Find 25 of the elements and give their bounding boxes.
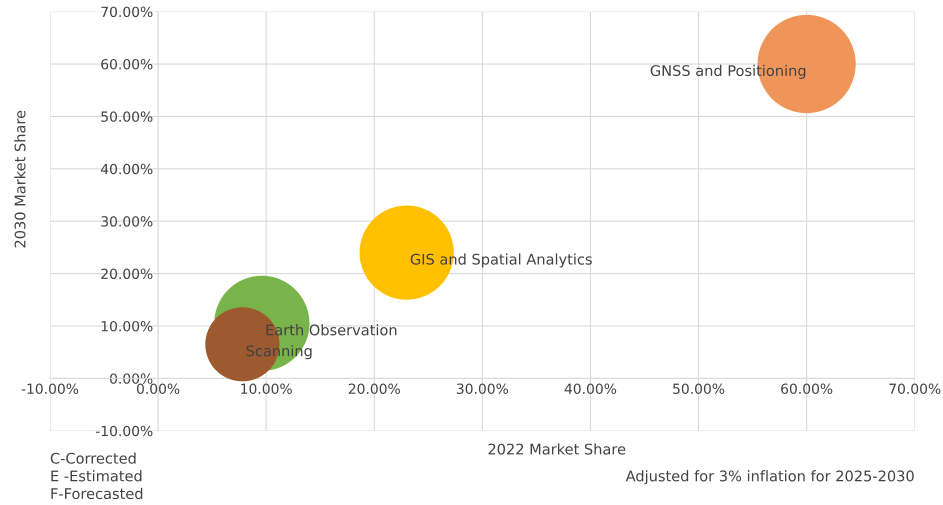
x-tick-label: 20.00% — [348, 383, 400, 394]
text: F-Forecasted — [51, 488, 142, 500]
y-tick-label: 50.00% — [101, 111, 152, 122]
x-tick-label: 30.00% — [456, 383, 508, 394]
x-axis-title: 2022 Market Share — [488, 443, 626, 455]
y-tick-label: 20.00% — [101, 268, 152, 280]
y-tick-label: 70.00% — [101, 6, 152, 18]
x-tick-label: 0.00% — [136, 383, 180, 394]
y-tick-label: 40.00% — [100, 164, 152, 174]
x-tick-label: 50.00% — [673, 383, 724, 394]
text: C-Corrected — [50, 452, 136, 464]
series-label: Scanning — [246, 345, 312, 360]
y-tick-label: 60.00% — [101, 58, 152, 70]
x-tick-label: -10.00% — [22, 383, 78, 394]
y-axis-title: 2030 Market Share — [14, 110, 26, 248]
y-tick-label: 30.00% — [101, 216, 152, 227]
y-tick-label: 10.00% — [102, 320, 152, 332]
x-tick-label: 10.00% — [241, 383, 292, 394]
text: Adjusted for 3% inflation for 2025-2030 — [626, 470, 914, 484]
x-tick-label: 70.00% — [889, 383, 940, 394]
y-tick-label: 0.00% — [110, 373, 152, 384]
text: E -Estimated — [51, 470, 142, 482]
x-tick-label: 60.00% — [781, 383, 832, 394]
x-tick-label: 40.00% — [564, 383, 616, 394]
y-tick-label: -10.00% — [96, 426, 152, 436]
